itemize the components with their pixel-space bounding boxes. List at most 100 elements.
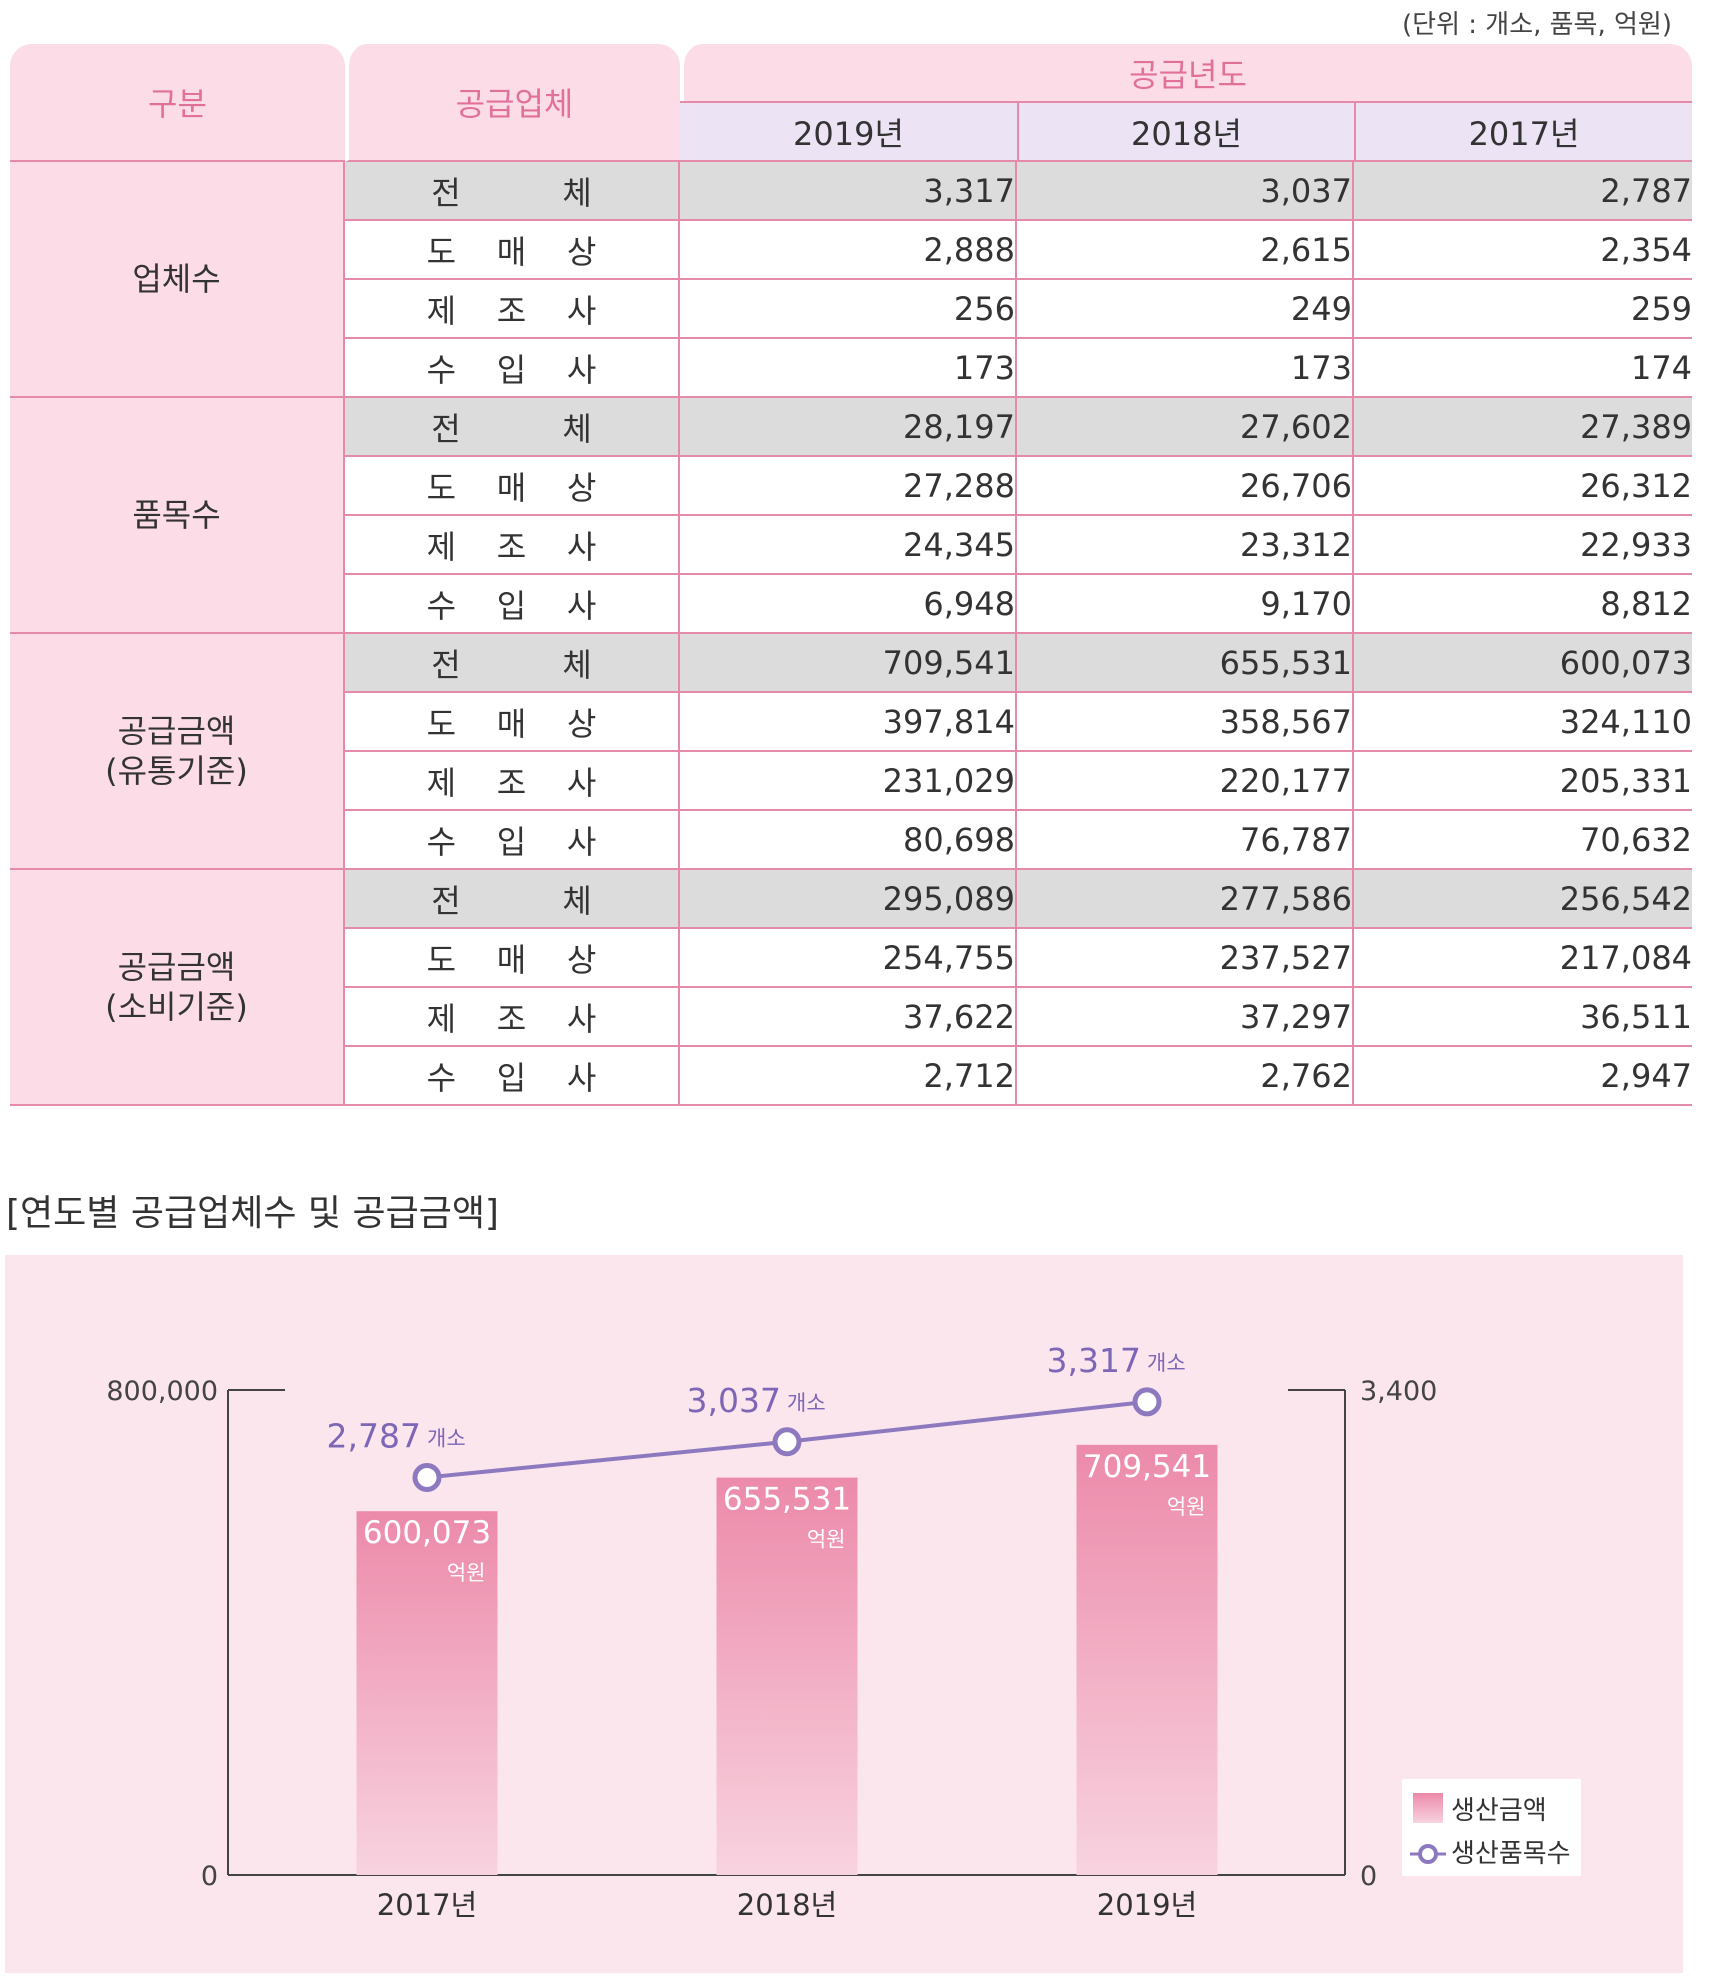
value-cell: 3,317 <box>680 162 1017 221</box>
value-cell: 37,297 <box>1017 988 1354 1047</box>
bar <box>356 1511 498 1875</box>
value-cell: 80,698 <box>680 811 1017 870</box>
category-cell: 공급금액 (소비기준) <box>10 870 345 1106</box>
combo-chart: 800,000 0 3,400 0 600,073 억원 2017년 655,531 억원 201… <box>106 1341 1581 1922</box>
value-cell: 249 <box>1017 280 1354 339</box>
value-cell: 254,755 <box>680 929 1017 988</box>
bar-value-label: 655,531 <box>723 1482 851 1518</box>
table-row: 도 매 상 397,814 358,567 324,110 <box>10 693 1693 752</box>
supplier-label: 전 체 <box>345 870 680 929</box>
category-cell: 품목수 <box>10 398 345 634</box>
bar-value-label: 600,073 <box>363 1515 491 1551</box>
value-cell: 173 <box>680 339 1017 398</box>
value-cell: 24,345 <box>680 516 1017 575</box>
unit-note: (단위 : 개소, 품목, 억원) <box>1402 10 1672 40</box>
supplier-label: 제 조 사 <box>345 988 680 1047</box>
value-cell: 237,527 <box>1017 929 1354 988</box>
header-year-2018: 2018년 <box>1017 101 1354 162</box>
table-row: 제 조 사 231,029 220,177 205,331 <box>10 752 1693 811</box>
supplier-label: 도 매 상 <box>345 221 680 280</box>
table-row: 수 입 사 80,698 76,787 70,632 <box>10 811 1693 870</box>
supplier-label: 전 체 <box>345 634 680 693</box>
table-row: 수 입 사 173 173 174 <box>10 339 1693 398</box>
value-cell: 295,089 <box>680 870 1017 929</box>
table-row: 도 매 상 2,888 2,615 2,354 <box>10 221 1693 280</box>
value-cell: 2,888 <box>680 221 1017 280</box>
legend-line-label: 생산품목수 <box>1451 1839 1571 1869</box>
value-cell: 27,602 <box>1017 398 1354 457</box>
table-row: 제 조 사 256 249 259 <box>10 280 1693 339</box>
value-cell: 358,567 <box>1017 693 1354 752</box>
value-cell: 220,177 <box>1017 752 1354 811</box>
bar-unit-label: 억원 <box>447 1561 486 1585</box>
x-tick-label: 2019년 <box>1097 1888 1197 1922</box>
supplier-label: 제 조 사 <box>345 516 680 575</box>
value-cell: 9,170 <box>1017 575 1354 634</box>
x-tick-label: 2017년 <box>377 1888 477 1922</box>
table-row: 품목수 전 체 28,197 27,602 27,389 <box>10 398 1693 634</box>
category-sublabel: (유통기준) <box>105 752 248 790</box>
value-cell: 3,037 <box>1017 162 1354 221</box>
supplier-label: 수 입 사 <box>345 339 680 398</box>
value-cell: 28,197 <box>680 398 1017 457</box>
category-label: 업체수 <box>132 260 221 298</box>
value-cell: 27,288 <box>680 457 1017 516</box>
value-cell: 36,511 <box>1354 988 1693 1047</box>
line-point <box>772 1427 802 1457</box>
supply-table-wrapper: 구분 공급업체 공급년도 2019년 2018년 2017년 업체수 전 체 3… <box>10 44 1693 1106</box>
line-value-label: 2,787 <box>327 1416 421 1455</box>
y-left-tick-label: 800,000 <box>106 1376 218 1407</box>
y-right-tick-label: 0 <box>1360 1861 1377 1892</box>
value-cell: 2,712 <box>680 1047 1017 1106</box>
supplier-label: 수 입 사 <box>345 1047 680 1106</box>
value-cell: 6,948 <box>680 575 1017 634</box>
category-cell: 공급금액 (유통기준) <box>10 634 345 870</box>
y-left-tick-label: 0 <box>201 1861 218 1892</box>
value-cell: 709,541 <box>680 634 1017 693</box>
value-cell: 2,762 <box>1017 1047 1354 1106</box>
table-body: 업체수 전 체 3,317 3,037 2,787 도 매 상 2,888 2,… <box>10 162 1693 1106</box>
x-tick-label: 2018년 <box>737 1888 837 1922</box>
legend-bar-swatch <box>1413 1793 1443 1823</box>
value-cell: 2,615 <box>1017 221 1354 280</box>
chart-panel: 800,000 0 3,400 0 600,073 억원 2017년 655,531 억원 201… <box>5 1255 1683 1973</box>
table-row: 도 매 상 254,755 237,527 217,084 <box>10 929 1693 988</box>
supplier-label: 도 매 상 <box>345 457 680 516</box>
legend-line-marker <box>1418 1844 1438 1864</box>
legend-bar-label: 생산금액 <box>1451 1796 1547 1826</box>
bar-unit-label: 억원 <box>807 1528 846 1552</box>
category-label: 공급금액 <box>117 712 236 750</box>
value-cell: 8,812 <box>1354 575 1693 634</box>
value-cell: 26,312 <box>1354 457 1693 516</box>
supply-table: 구분 공급업체 공급년도 2019년 2018년 2017년 업체수 전 체 3… <box>10 44 1693 1106</box>
supplier-label: 수 입 사 <box>345 811 680 870</box>
table-row: 수 입 사 6,948 9,170 8,812 <box>10 575 1693 634</box>
line-unit-label: 개소 <box>1147 1351 1186 1375</box>
line-unit-label: 개소 <box>787 1391 826 1415</box>
table-row: 공급금액 (유통기준) 전 체 709,541 655,531 600,073 <box>10 634 1693 870</box>
supplier-label: 수 입 사 <box>345 575 680 634</box>
table-row: 수 입 사 2,712 2,762 2,947 <box>10 1047 1693 1106</box>
supplier-label: 도 매 상 <box>345 929 680 988</box>
value-cell: 23,312 <box>1017 516 1354 575</box>
bar <box>716 1477 858 1875</box>
value-cell: 76,787 <box>1017 811 1354 870</box>
value-cell: 397,814 <box>680 693 1017 752</box>
value-cell: 2,947 <box>1354 1047 1693 1106</box>
value-cell: 277,586 <box>1017 870 1354 929</box>
line-point <box>412 1462 442 1492</box>
line-value-label: 3,037 <box>687 1381 781 1420</box>
table-row: 도 매 상 27,288 26,706 26,312 <box>10 457 1693 516</box>
header-supplier: 공급업체 <box>345 44 680 162</box>
value-cell: 324,110 <box>1354 693 1693 752</box>
header-year-2017: 2017년 <box>1354 101 1693 162</box>
line-unit-label: 개소 <box>427 1426 466 1450</box>
category-sublabel: (소비기준) <box>105 988 248 1026</box>
bar <box>1076 1444 1218 1875</box>
value-cell: 22,933 <box>1354 516 1693 575</box>
value-cell: 2,354 <box>1354 221 1693 280</box>
value-cell: 2,787 <box>1354 162 1693 221</box>
category-label: 품목수 <box>132 496 221 534</box>
bar-value-label: 709,541 <box>1083 1449 1211 1485</box>
supplier-label: 제 조 사 <box>345 752 680 811</box>
